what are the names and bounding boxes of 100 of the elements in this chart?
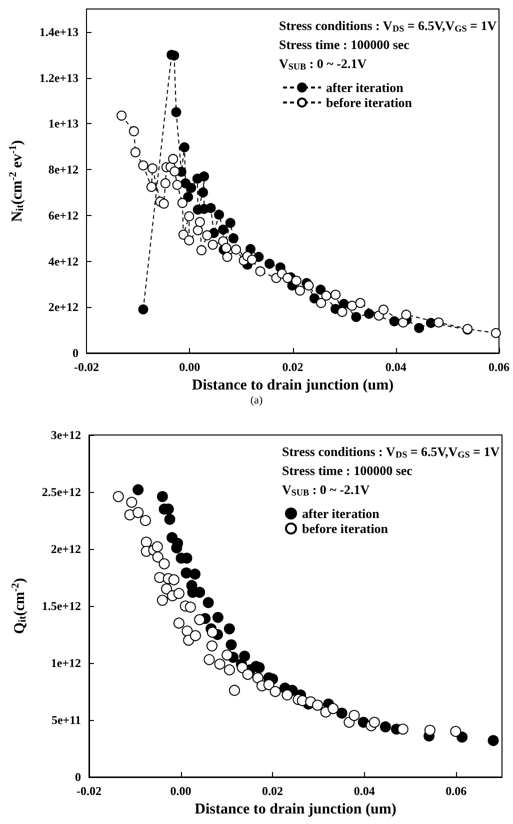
point <box>316 284 326 295</box>
point <box>224 664 235 676</box>
y-tick-label: 0 <box>72 346 78 360</box>
x-tick-label: 0.02 <box>262 784 284 798</box>
point <box>152 541 163 552</box>
point <box>184 602 196 613</box>
point <box>231 244 242 255</box>
point <box>204 654 215 666</box>
x-tick-label: 0.02 <box>282 360 304 374</box>
legend-label: after iteration <box>326 80 404 95</box>
point <box>434 318 444 328</box>
point <box>172 180 182 190</box>
y-tick-label: 6e+12 <box>48 208 78 222</box>
point <box>337 306 348 317</box>
point <box>224 623 235 634</box>
point <box>146 182 156 192</box>
point <box>158 558 170 570</box>
point <box>368 716 380 728</box>
point <box>196 245 206 256</box>
point <box>221 242 232 253</box>
annotation: VSUB : 0 ~ -2.1V <box>279 56 368 72</box>
point <box>202 597 214 608</box>
point <box>128 126 139 136</box>
point <box>173 588 184 599</box>
point <box>321 290 332 301</box>
point <box>184 235 194 246</box>
point <box>397 724 408 735</box>
x-tick-label: -0.02 <box>74 360 99 374</box>
point <box>168 574 180 586</box>
point <box>156 491 168 502</box>
y-tick-label: 4e+12 <box>48 254 78 268</box>
point <box>328 703 339 714</box>
point <box>294 286 305 296</box>
point <box>206 640 218 652</box>
point <box>222 650 233 661</box>
point <box>214 658 226 670</box>
x-tick-label: 0.00 <box>179 360 200 374</box>
point <box>179 142 190 152</box>
point <box>263 679 274 690</box>
y-tick-label: 1e+13 <box>48 116 78 131</box>
point <box>178 230 188 240</box>
point <box>270 686 281 697</box>
point <box>164 514 176 525</box>
y-tick-label: 1.5e+12 <box>42 599 81 613</box>
point <box>116 110 127 121</box>
point <box>355 298 366 308</box>
annotation: Stress conditions : VDS = 6.5V,VGS = 1V <box>282 444 500 460</box>
x-tick-label: 0.06 <box>446 784 467 798</box>
point <box>282 689 293 700</box>
point <box>242 668 254 680</box>
y-tick-label: 1.2e+13 <box>39 70 78 85</box>
point <box>389 316 400 326</box>
point <box>202 230 212 240</box>
point <box>488 735 499 746</box>
point <box>177 198 188 208</box>
point <box>171 107 182 118</box>
point <box>378 304 388 315</box>
x-tick-label: -0.02 <box>76 784 102 798</box>
point <box>351 312 362 322</box>
annotation: Stress time : 100000 sec <box>282 463 413 478</box>
point <box>336 708 348 719</box>
point <box>401 310 412 320</box>
point <box>380 721 391 732</box>
point <box>190 568 201 580</box>
point <box>170 166 180 176</box>
y-tick-label: 8e+12 <box>48 162 78 177</box>
legend-label: before iteration <box>326 95 413 110</box>
x-axis-title: Distance to drain junction (um) <box>192 377 394 394</box>
point <box>112 491 124 502</box>
legend-label: after iteration <box>302 506 380 521</box>
y-tick-label: 2e+12 <box>48 300 78 314</box>
point <box>309 293 320 304</box>
y-tick-label: 5e+11 <box>51 713 81 727</box>
point <box>198 187 208 198</box>
point <box>364 308 374 319</box>
point <box>304 280 314 291</box>
point <box>130 147 140 158</box>
y-axis-title: Nit(cm-2 ev-1) <box>8 140 26 222</box>
point <box>218 224 228 235</box>
y-tick-label: 2.5e+12 <box>42 485 81 499</box>
point <box>194 614 206 626</box>
point <box>186 182 196 193</box>
point <box>199 171 210 182</box>
point <box>208 240 218 250</box>
point <box>194 217 205 228</box>
point <box>214 210 224 220</box>
point <box>138 304 148 314</box>
point <box>228 684 240 696</box>
point <box>156 594 168 606</box>
point <box>140 515 151 526</box>
y-tick-label: 0 <box>75 770 81 784</box>
point <box>450 726 462 737</box>
point <box>247 254 258 265</box>
point <box>398 318 408 328</box>
annotation: Stress time : 100000 sec <box>279 37 410 52</box>
point <box>316 298 326 308</box>
point <box>132 507 144 518</box>
x-tick-label: 0.00 <box>170 784 192 798</box>
point <box>190 630 201 642</box>
annotation: Stress conditions : VDS = 6.5V,VGS = 1V <box>279 18 498 34</box>
